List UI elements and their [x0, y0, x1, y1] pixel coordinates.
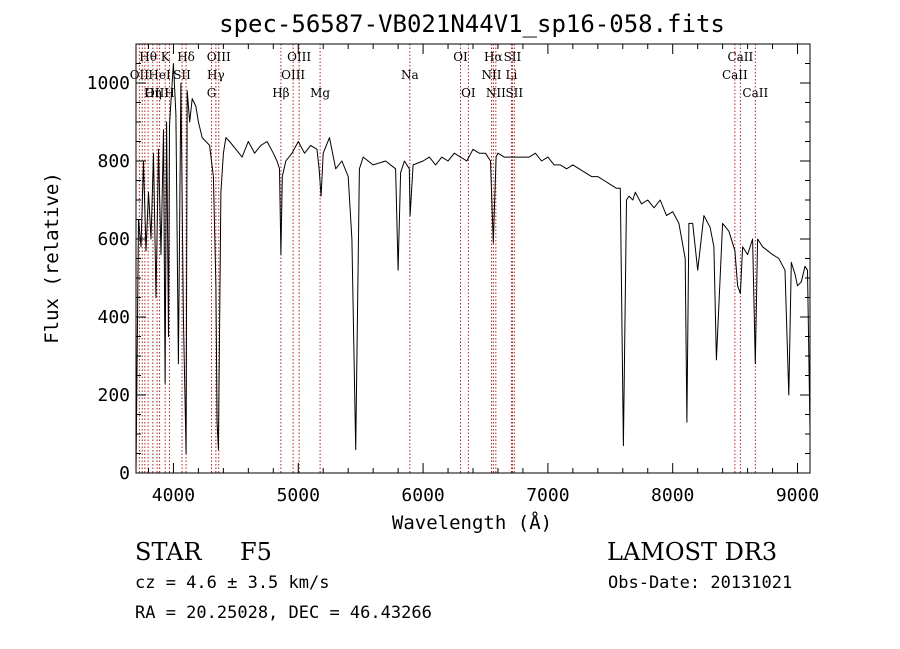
y-axis: 0 200 400 600 800 1000 — [87, 43, 810, 484]
line-label: Li — [506, 68, 518, 82]
y-tick-label: 200 — [97, 385, 130, 406]
subclass: F5 — [240, 538, 272, 566]
x-tick-label: 6000 — [401, 485, 444, 506]
x-axis: 4000 5000 6000 7000 8000 9000 — [147, 44, 819, 506]
x-tick-label: 9000 — [776, 485, 819, 506]
line-label: G — [207, 86, 217, 100]
line-label: Hβ — [272, 86, 289, 100]
plot-frame — [135, 43, 811, 474]
line-label: Hθ — [139, 50, 157, 64]
line-label: SII — [505, 86, 523, 100]
redshift-cz: cz = 4.6 ± 3.5 km/s — [135, 573, 330, 593]
chart-title: spec-56587-VB021N44V1_sp16-058.fits — [219, 10, 725, 38]
line-label: NII — [486, 86, 506, 100]
line-label: SII — [173, 68, 191, 82]
x-tick-label: 4000 — [152, 485, 195, 506]
line-label: OIII — [287, 50, 311, 64]
obs-date: Obs-Date: 20131021 — [608, 573, 793, 593]
survey-name: LAMOST DR3 — [607, 538, 778, 566]
line-label: H — [164, 86, 174, 100]
line-label: Na — [401, 68, 419, 82]
line-label: Hα — [484, 50, 503, 64]
line-label: CaII — [742, 86, 768, 100]
y-tick-label: 1000 — [87, 73, 130, 94]
x-tick-label: 8000 — [651, 485, 694, 506]
x-axis-label: Wavelength (Å) — [392, 511, 552, 534]
line-label: SII — [504, 50, 522, 64]
line-label: OII — [130, 68, 150, 82]
line-label: NII — [481, 68, 501, 82]
line-label: OIII — [281, 68, 305, 82]
y-tick-label: 600 — [97, 229, 130, 250]
x-tick-label: 7000 — [526, 485, 569, 506]
object-class: STAR — [135, 538, 202, 566]
line-label: HeI — [148, 68, 171, 82]
spectrum-line — [135, 63, 811, 474]
line-label: Hη — [144, 86, 162, 100]
line-label: CaII — [722, 68, 748, 82]
line-label: Hγ — [207, 68, 225, 82]
line-label: OIII — [207, 50, 231, 64]
line-label: K — [161, 50, 171, 64]
line-label: Mg — [310, 86, 330, 100]
y-tick-label: 800 — [97, 151, 130, 172]
line-label: OI — [453, 50, 468, 64]
line-markers — [138, 44, 756, 473]
x-tick-label: 5000 — [277, 485, 320, 506]
line-label: Hδ — [177, 50, 195, 64]
line-label: CaII — [727, 50, 753, 64]
line-label: OI — [461, 86, 476, 100]
coordinates: RA = 20.25028, DEC = 46.43266 — [135, 603, 432, 623]
y-tick-label: 0 — [119, 463, 130, 484]
line-label: OIII — [145, 86, 169, 100]
y-tick-label: 400 — [97, 307, 130, 328]
y-axis-label: Flux (relative) — [41, 172, 63, 344]
